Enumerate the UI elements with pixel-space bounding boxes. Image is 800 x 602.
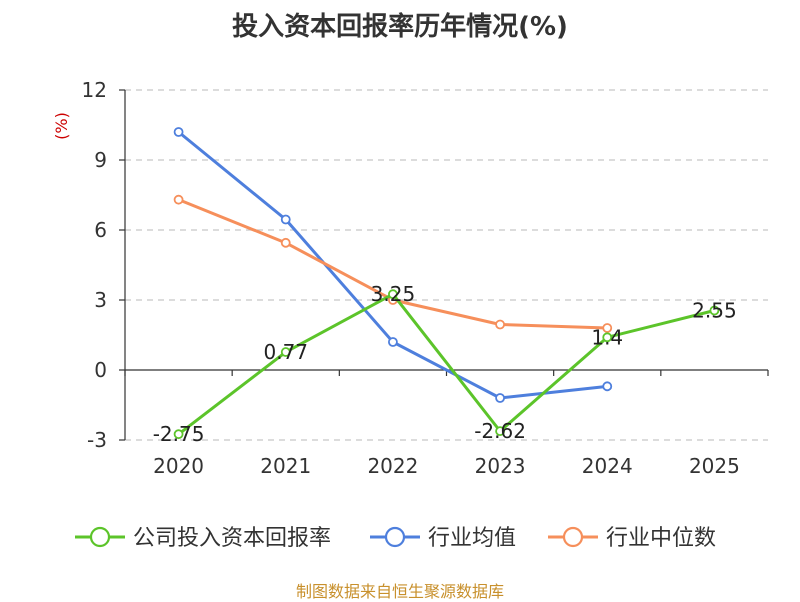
x-tick-label: 2020	[153, 454, 204, 478]
series-point	[280, 237, 291, 248]
series-point	[495, 426, 505, 437]
data-label-layer: -2.75 0.77 3.25 -2.62 1.4 2.55	[153, 282, 737, 446]
legend: 公司投入资本回报率 行业均值 行业中位数	[75, 526, 716, 551]
grid-layer	[125, 89, 768, 441]
series-line	[177, 292, 715, 436]
x-tick-label: 2024	[582, 454, 633, 478]
y-tick-label: 0	[94, 358, 107, 382]
data-label: -2.62	[474, 419, 526, 443]
y-tick-label: 3	[94, 288, 107, 312]
series-layer	[173, 127, 720, 440]
axis-layer: -3 0 3 6 9 12 2020 2021 2022 2023 2024 2025	[82, 78, 769, 478]
legend-swatch-marker	[562, 526, 584, 548]
legend-swatch-marker	[89, 526, 111, 548]
series-line	[177, 130, 608, 400]
series-point	[709, 305, 720, 316]
x-tick-label: 2025	[689, 454, 740, 478]
series-line	[178, 198, 608, 330]
series-point	[173, 194, 184, 205]
data-label: 1.4	[591, 325, 623, 349]
series-point	[173, 127, 184, 137]
series-point	[602, 323, 613, 333]
data-label: 3.25	[371, 282, 416, 306]
y-tick-label: 12	[82, 78, 107, 102]
series-point	[388, 289, 398, 300]
legend-swatch-marker	[384, 526, 406, 548]
series-point	[495, 319, 505, 330]
data-label: 2.55	[692, 299, 737, 323]
series-point	[602, 381, 613, 392]
series-point	[280, 214, 291, 225]
y-tick-label: 9	[94, 148, 107, 172]
series-point	[173, 429, 184, 440]
source-note: 制图数据来自恒生聚源数据库	[295, 582, 504, 601]
data-label: -2.75	[153, 422, 205, 446]
y-tick-label: -3	[87, 428, 107, 452]
series-point	[388, 337, 398, 347]
y-tick-label: 6	[94, 218, 107, 242]
legend-label: 公司投入资本回报率	[133, 526, 331, 551]
x-tick-label: 2023	[475, 454, 526, 478]
x-tick-label: 2021	[260, 454, 311, 478]
x-tick-label: 2022	[367, 454, 418, 478]
data-label: 0.77	[263, 340, 308, 364]
legend-label: 行业中位数	[606, 526, 716, 551]
series-point	[602, 332, 613, 343]
series-point	[280, 347, 291, 357]
chart-title: 投入资本回报率历年情况(%)	[232, 12, 568, 42]
y-axis-unit-label: (%)	[52, 112, 71, 140]
series-point	[495, 393, 505, 403]
legend-label: 行业均值	[428, 526, 516, 551]
